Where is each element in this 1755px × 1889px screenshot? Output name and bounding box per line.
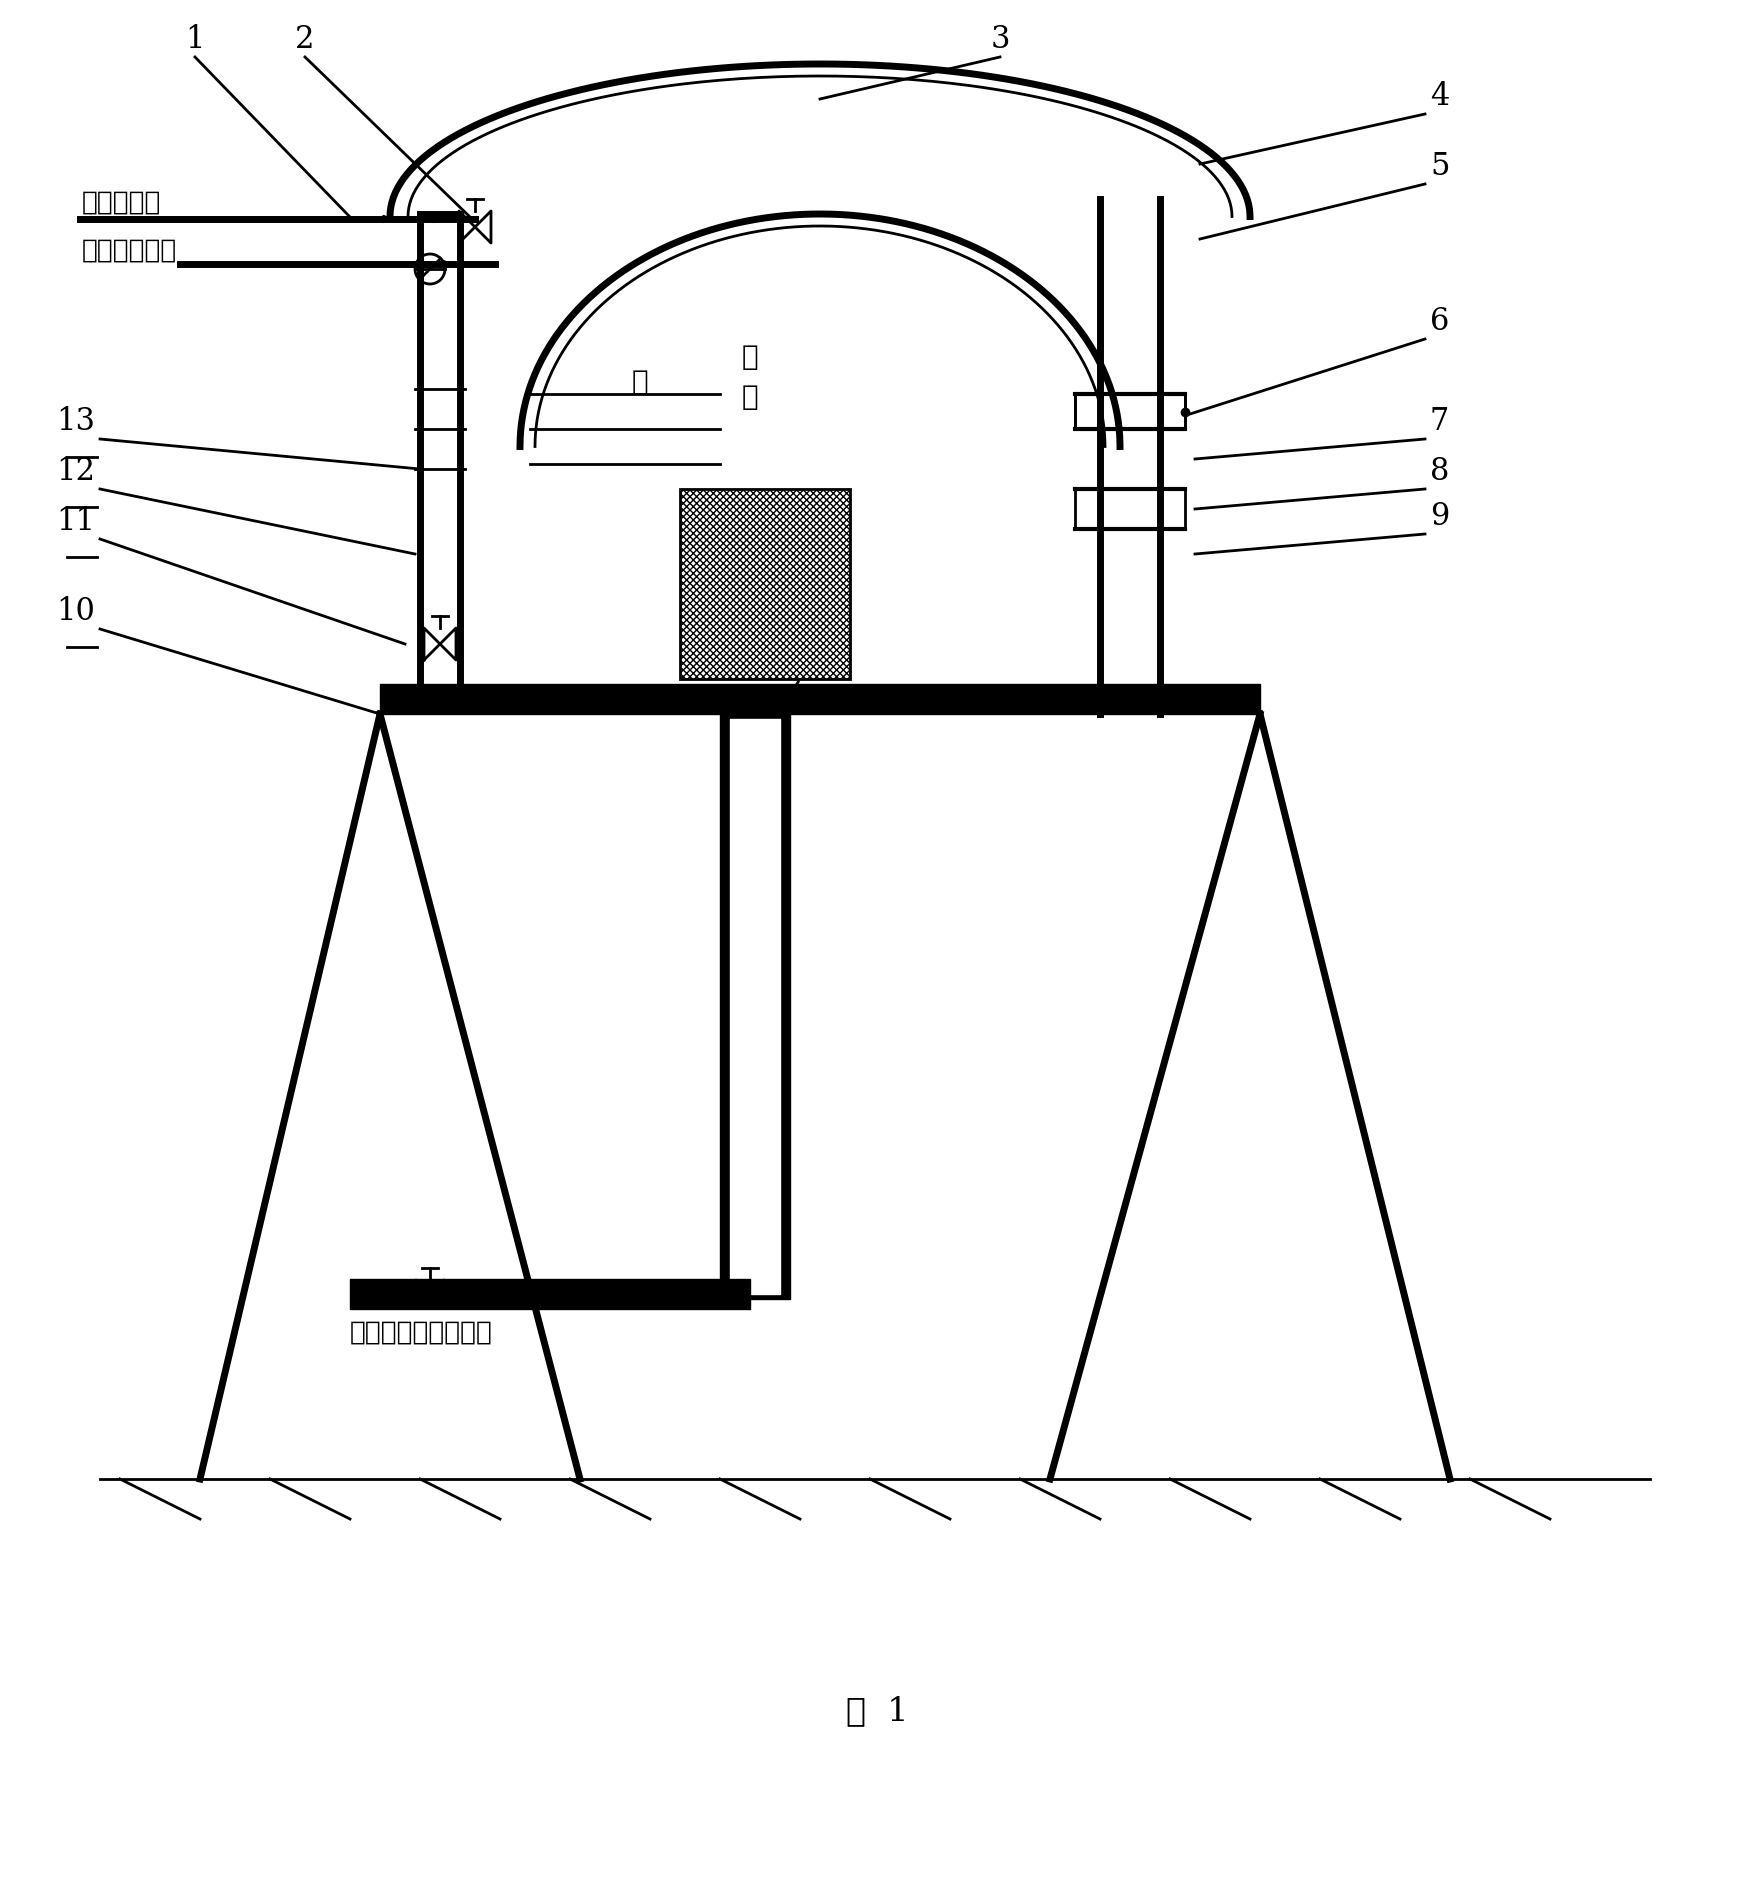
Text: 6: 6 bbox=[1430, 306, 1450, 336]
Text: 到油井油套环型空间: 到油井油套环型空间 bbox=[349, 1319, 493, 1345]
Text: 9: 9 bbox=[1430, 501, 1450, 531]
Text: 13: 13 bbox=[56, 406, 95, 436]
Text: 11: 11 bbox=[56, 506, 95, 536]
Text: 药: 药 bbox=[742, 342, 758, 370]
Text: 液: 液 bbox=[742, 383, 758, 410]
Text: 2: 2 bbox=[295, 25, 314, 55]
Text: 3: 3 bbox=[990, 25, 1009, 55]
Text: 7: 7 bbox=[1430, 406, 1450, 436]
Bar bbox=[679, 489, 849, 680]
Text: 5: 5 bbox=[1430, 151, 1450, 181]
Text: 12: 12 bbox=[56, 455, 95, 487]
Text: 计量间来掺水: 计量间来掺水 bbox=[82, 238, 177, 264]
Text: 到生产管线: 到生产管线 bbox=[82, 191, 161, 215]
Text: 8: 8 bbox=[1430, 455, 1450, 487]
Text: 10: 10 bbox=[56, 595, 95, 627]
Text: 水: 水 bbox=[632, 368, 648, 397]
Text: 4: 4 bbox=[1430, 81, 1450, 111]
Text: 图  1: 图 1 bbox=[846, 1694, 909, 1727]
Text: 1: 1 bbox=[186, 25, 205, 55]
